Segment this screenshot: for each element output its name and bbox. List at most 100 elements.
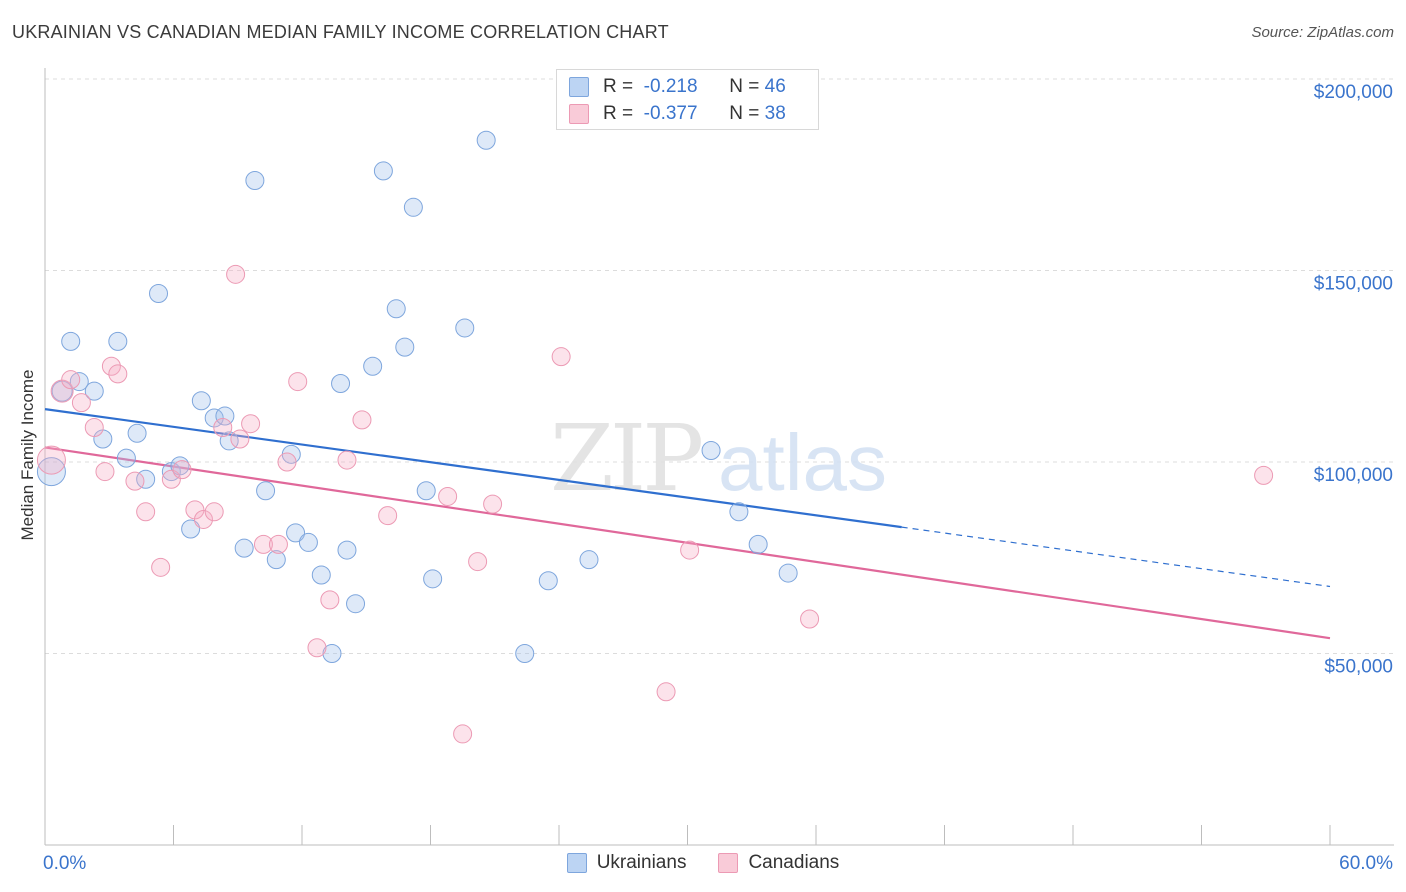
data-point-ukrainians — [538, 571, 558, 591]
data-point-canadians — [337, 450, 357, 470]
legend-label: Canadians — [748, 852, 840, 873]
data-point-canadians — [551, 347, 571, 367]
data-point-ukrainians — [403, 197, 423, 217]
data-point-ukrainians — [298, 532, 318, 552]
data-point-canadians — [253, 534, 273, 554]
data-point-canadians — [36, 445, 66, 475]
source-label: Source: ZipAtlas.com — [1251, 24, 1394, 41]
y-tick-label: $50,000 — [1324, 657, 1393, 678]
data-point-ukrainians — [286, 523, 306, 543]
data-point-ukrainians — [108, 331, 128, 351]
data-point-canadians — [468, 552, 488, 572]
r-value: -0.218 — [643, 76, 698, 97]
data-point-ukrainians — [476, 130, 496, 150]
trend-lines — [44, 408, 1331, 640]
data-point-canadians — [95, 462, 115, 482]
r-key: R = — [603, 103, 634, 124]
data-point-canadians — [136, 502, 156, 522]
trend-line-canadians — [44, 446, 1331, 640]
data-point-ukrainians — [579, 550, 599, 570]
data-point-ukrainians — [416, 481, 436, 501]
watermark-atlas: atlas — [718, 418, 887, 507]
stats-legend: R = -0.218 N = 46 R = -0.377 N = 38 — [556, 69, 819, 130]
canadians-swatch-icon — [569, 104, 589, 124]
stats-row-canadians: R = -0.377 N = 38 — [569, 100, 786, 128]
axes — [44, 68, 1394, 846]
canadians-swatch-icon — [718, 853, 739, 873]
trend-line-ukrainians — [44, 408, 902, 529]
data-point-canadians — [193, 509, 213, 529]
data-point-ukrainians — [149, 283, 169, 303]
watermark-zip: ZIP — [550, 405, 701, 512]
n-value: 46 — [764, 76, 786, 97]
data-point-canadians — [61, 370, 81, 390]
data-point-canadians — [352, 410, 372, 430]
data-point-ukrainians — [778, 563, 798, 583]
data-point-canadians — [800, 609, 820, 629]
data-point-ukrainians — [346, 594, 366, 614]
data-point-canadians — [453, 724, 473, 744]
data-point-ukrainians — [748, 534, 768, 554]
data-point-canadians — [483, 494, 503, 514]
data-point-canadians — [108, 364, 128, 384]
ukrainians-swatch-icon — [569, 77, 589, 97]
data-point-canadians — [288, 372, 308, 392]
data-point-ukrainians — [256, 481, 276, 501]
data-point-canadians — [1254, 465, 1274, 485]
data-point-ukrainians — [373, 161, 393, 181]
data-point-canadians — [230, 429, 250, 449]
n-value: 38 — [764, 103, 786, 124]
data-point-ukrainians — [215, 406, 235, 426]
y-tick-label: $100,000 — [1314, 465, 1393, 486]
chart-title: UKRAINIAN VS CANADIAN MEDIAN FAMILY INCO… — [12, 22, 669, 42]
data-point-canadians — [84, 418, 104, 438]
data-point-ukrainians — [191, 391, 211, 411]
data-point-ukrainians — [61, 331, 81, 351]
data-point-canadians — [204, 502, 224, 522]
data-point-ukrainians — [266, 550, 286, 570]
data-point-ukrainians — [701, 441, 721, 461]
stats-row-ukrainians: R = -0.218 N = 46 — [569, 73, 786, 101]
data-point-ukrainians — [386, 299, 406, 319]
y-tick-label: $200,000 — [1314, 82, 1393, 103]
data-point-ukrainians — [337, 540, 357, 560]
x-tick-labels: 0.0% 60.0% — [43, 853, 1393, 874]
data-point-ukrainians — [395, 337, 415, 357]
legend-label: Ukrainians — [596, 852, 687, 873]
data-point-canadians — [320, 590, 340, 610]
data-point-canadians — [277, 452, 297, 472]
y-axis-label: Median Family Income — [18, 369, 37, 540]
gridlines — [45, 78, 1394, 654]
data-point-canadians — [101, 356, 121, 376]
y-tick-label: $150,000 — [1314, 274, 1393, 295]
legend-item-canadians[interactable]: Canadians — [718, 852, 839, 874]
data-point-canadians — [307, 638, 327, 658]
data-point-ukrainians — [181, 519, 201, 539]
data-point-canadians — [268, 534, 288, 554]
data-point-ukrainians — [234, 538, 254, 558]
y-tick-labels: $50,000 $100,000 $150,000 $200,000 — [1314, 82, 1393, 678]
n-key: N = — [729, 103, 760, 124]
data-point-ukrainians — [311, 565, 331, 585]
data-point-canadians — [378, 506, 398, 526]
x-tick-label: 0.0% — [43, 853, 86, 874]
data-points — [36, 130, 1274, 744]
trend-extension-ukrainians — [901, 526, 1331, 588]
data-point-ukrainians — [423, 569, 443, 589]
data-point-canadians — [71, 393, 91, 413]
watermark: ZIP atlas — [550, 405, 887, 512]
data-point-canadians — [172, 460, 192, 480]
data-point-canadians — [213, 418, 233, 438]
data-point-canadians — [151, 557, 171, 577]
data-point-canadians — [656, 682, 676, 702]
legend-item-ukrainians[interactable]: Ukrainians — [566, 852, 687, 874]
ukrainians-swatch-icon — [566, 853, 587, 873]
data-point-canadians — [680, 540, 700, 560]
data-point-ukrainians — [729, 502, 749, 522]
data-point-ukrainians — [363, 356, 383, 376]
data-point-canadians — [161, 469, 181, 489]
data-point-ukrainians — [455, 318, 475, 338]
series-legend: Ukrainians Canadians — [0, 852, 1406, 874]
data-point-ukrainians — [116, 448, 136, 468]
